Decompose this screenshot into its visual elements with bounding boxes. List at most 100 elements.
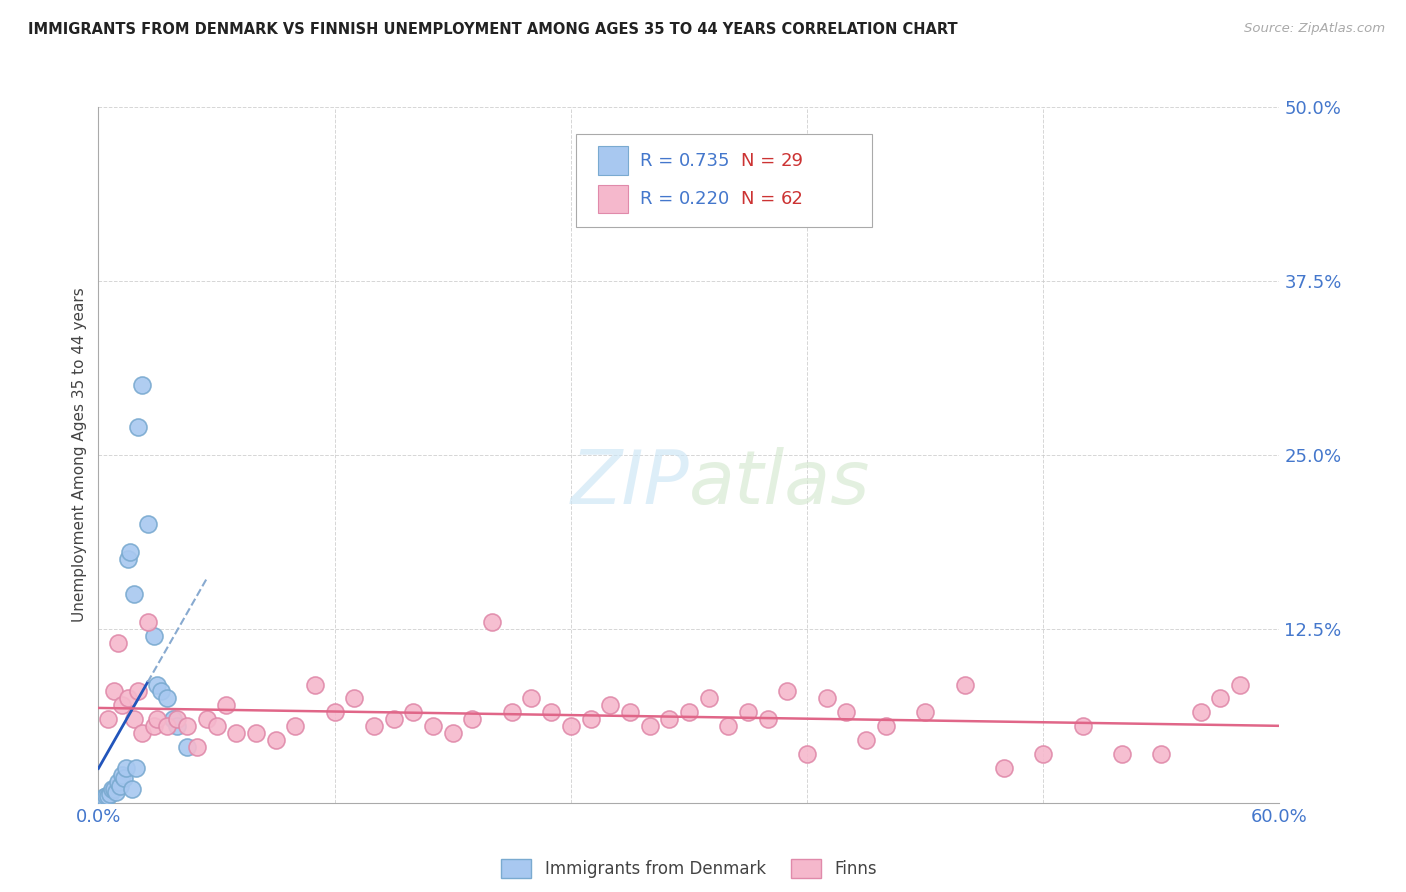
Point [776, 684, 799, 698]
Point [540, 706, 562, 720]
Point [93, 790, 115, 805]
Text: atlas: atlas [689, 447, 870, 519]
Point [304, 677, 326, 691]
Point [284, 719, 307, 733]
Point [111, 768, 134, 782]
Point [103, 684, 125, 698]
Point [166, 719, 188, 733]
Point [166, 712, 188, 726]
Point [501, 706, 523, 720]
Point [1209, 691, 1232, 706]
Y-axis label: Unemployment Among Ages 35 to 44 years: Unemployment Among Ages 35 to 44 years [72, 287, 87, 623]
Point [146, 677, 169, 691]
Point [599, 698, 621, 713]
Point [993, 761, 1015, 775]
Text: ZIP: ZIP [571, 447, 689, 519]
Point [1150, 747, 1173, 761]
Point [127, 420, 149, 434]
Point [125, 761, 148, 775]
Point [136, 615, 159, 629]
Point [914, 706, 936, 720]
Point [103, 781, 125, 796]
Point [1189, 706, 1212, 720]
Point [146, 712, 169, 726]
Point [363, 719, 385, 733]
Point [205, 719, 228, 733]
Point [136, 517, 159, 532]
Point [1032, 747, 1054, 761]
Point [97, 789, 120, 803]
Point [875, 719, 897, 733]
Text: N =: N = [741, 190, 780, 208]
Point [105, 785, 128, 799]
Point [121, 781, 143, 796]
Point [96, 789, 118, 803]
Point [186, 740, 208, 755]
Point [264, 733, 287, 747]
Point [111, 698, 134, 713]
Point [156, 719, 179, 733]
Point [107, 775, 129, 789]
Point [441, 726, 464, 740]
Point [127, 684, 149, 698]
Point [560, 719, 582, 733]
Legend: Immigrants from Denmark, Finns: Immigrants from Denmark, Finns [495, 853, 883, 885]
Point [108, 779, 131, 793]
Point [176, 719, 198, 733]
Point [461, 712, 484, 726]
Point [131, 726, 153, 740]
Point [678, 706, 700, 720]
Point [225, 726, 247, 740]
Text: 62: 62 [780, 190, 803, 208]
Point [422, 719, 444, 733]
Point [323, 706, 346, 720]
Point [98, 788, 121, 802]
Point [697, 691, 720, 706]
Text: Source: ZipAtlas.com: Source: ZipAtlas.com [1244, 22, 1385, 36]
Point [402, 706, 425, 720]
Point [195, 712, 218, 726]
Point [89, 793, 111, 807]
Text: 29: 29 [780, 152, 803, 169]
Point [382, 712, 405, 726]
Text: 0.220: 0.220 [679, 190, 730, 208]
Point [619, 706, 641, 720]
Point [122, 712, 145, 726]
Point [162, 712, 184, 726]
Point [343, 691, 366, 706]
Point [1071, 719, 1094, 733]
Point [855, 733, 877, 747]
Point [176, 740, 198, 755]
Point [658, 712, 681, 726]
Point [638, 719, 661, 733]
Point [245, 726, 267, 740]
Point [796, 747, 818, 761]
Point [142, 629, 165, 643]
Point [579, 712, 602, 726]
Point [737, 706, 759, 720]
Point [481, 615, 503, 629]
Point [118, 545, 141, 559]
Text: R =: R = [640, 152, 679, 169]
Point [112, 771, 135, 785]
Point [101, 781, 124, 796]
Point [131, 378, 153, 392]
Point [756, 712, 779, 726]
Point [150, 684, 173, 698]
Point [953, 677, 976, 691]
Text: N =: N = [741, 152, 780, 169]
Point [156, 691, 179, 706]
Text: IMMIGRANTS FROM DENMARK VS FINNISH UNEMPLOYMENT AMONG AGES 35 TO 44 YEARS CORREL: IMMIGRANTS FROM DENMARK VS FINNISH UNEMP… [28, 22, 957, 37]
Text: 0.735: 0.735 [679, 152, 731, 169]
Point [122, 587, 145, 601]
Point [91, 791, 114, 805]
Point [1111, 747, 1133, 761]
Point [835, 706, 858, 720]
Point [117, 552, 139, 566]
Point [117, 691, 139, 706]
Text: R =: R = [640, 190, 679, 208]
Point [1229, 677, 1251, 691]
Point [215, 698, 238, 713]
Point [142, 719, 165, 733]
Point [717, 719, 740, 733]
